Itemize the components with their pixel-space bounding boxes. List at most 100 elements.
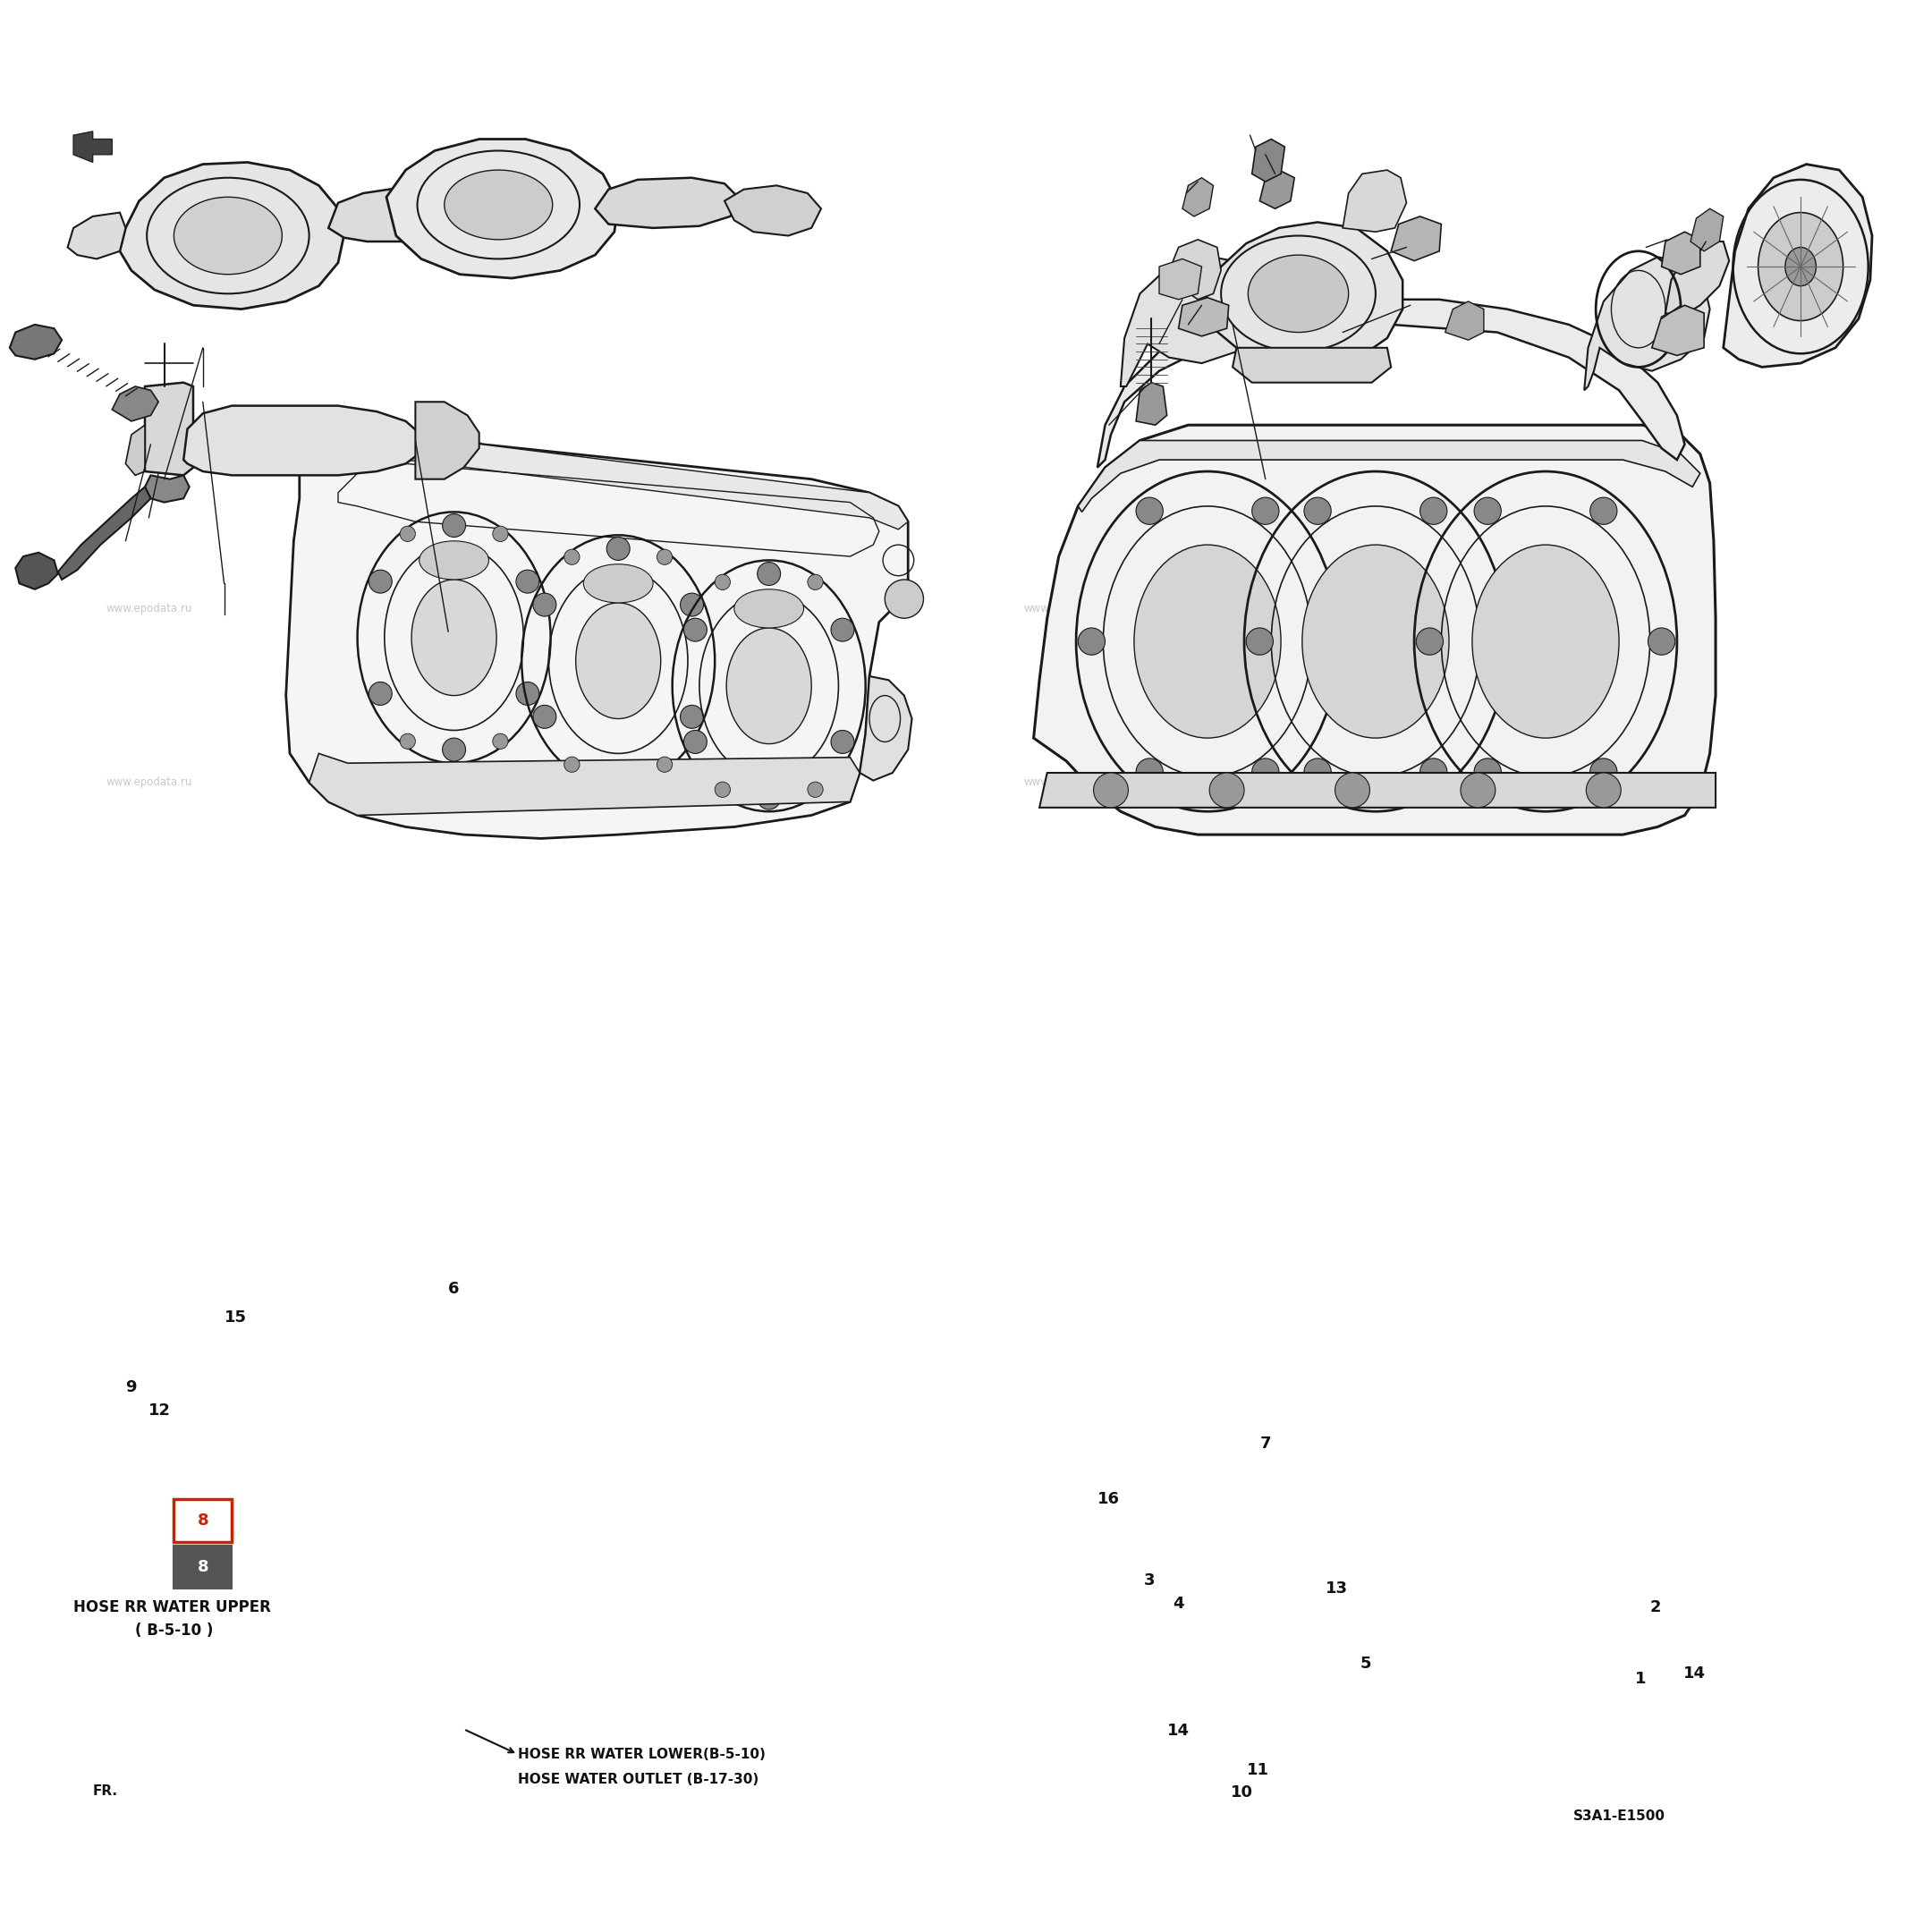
Text: 2: 2 [1650,1600,1662,1615]
Circle shape [564,549,580,564]
Text: 14: 14 [1683,1665,1706,1681]
Polygon shape [860,676,912,781]
Text: 4: 4 [1173,1596,1184,1611]
Text: 12: 12 [149,1403,172,1418]
Circle shape [680,593,703,616]
Text: ( B-5-10 ): ( B-5-10 ) [135,1623,213,1638]
Polygon shape [73,131,112,162]
Text: HOSE WATER OUTLET (B-17-30): HOSE WATER OUTLET (B-17-30) [518,1774,759,1785]
Circle shape [831,730,854,753]
Text: 13: 13 [1325,1580,1349,1596]
Circle shape [1094,773,1128,808]
Circle shape [1246,628,1273,655]
Circle shape [715,574,730,589]
Circle shape [516,570,539,593]
Circle shape [1420,497,1447,524]
Circle shape [1420,759,1447,786]
Text: FR.: FR. [93,1785,118,1797]
Ellipse shape [1758,213,1843,321]
Circle shape [885,580,923,618]
Circle shape [400,526,415,541]
Text: 14: 14 [1167,1723,1190,1739]
Circle shape [1590,759,1617,786]
Ellipse shape [174,197,282,274]
Ellipse shape [734,589,804,628]
Polygon shape [1034,425,1716,835]
Ellipse shape [412,580,497,696]
Polygon shape [328,184,551,242]
Polygon shape [15,553,58,589]
Circle shape [1304,759,1331,786]
Polygon shape [58,487,151,580]
Polygon shape [286,429,908,838]
Circle shape [757,562,781,585]
Text: 3: 3 [1144,1573,1155,1588]
Polygon shape [724,185,821,236]
Polygon shape [1723,164,1872,367]
Circle shape [1590,497,1617,524]
Circle shape [757,786,781,810]
Polygon shape [184,406,421,475]
Polygon shape [68,213,126,259]
Circle shape [684,618,707,641]
Polygon shape [1233,348,1391,383]
Text: HOSE RR WATER LOWER(B-5-10): HOSE RR WATER LOWER(B-5-10) [518,1748,765,1760]
Polygon shape [10,325,62,359]
Circle shape [369,570,392,593]
Circle shape [1586,773,1621,808]
Polygon shape [1136,383,1167,425]
Polygon shape [1690,209,1723,251]
Text: www.epodata.ru: www.epodata.ru [1024,777,1111,788]
Polygon shape [145,383,193,475]
Text: 9: 9 [126,1379,137,1395]
Text: HOSE RR WATER UPPER: HOSE RR WATER UPPER [73,1600,270,1615]
Circle shape [1209,773,1244,808]
Circle shape [1136,497,1163,524]
Text: www.epodata.ru: www.epodata.ru [106,777,193,788]
Polygon shape [145,475,189,502]
Polygon shape [1159,259,1202,299]
Polygon shape [126,425,145,475]
Text: www.epodata.ru: www.epodata.ru [512,777,599,788]
Circle shape [1648,628,1675,655]
Text: 16: 16 [1097,1492,1121,1507]
Ellipse shape [726,628,811,744]
Circle shape [1310,628,1337,655]
Text: www.epodata.ru: www.epodata.ru [106,603,193,614]
Text: www.epodata.ru: www.epodata.ru [1024,603,1111,614]
Ellipse shape [1302,545,1449,738]
Polygon shape [1078,440,1700,512]
Circle shape [1474,759,1501,786]
Polygon shape [1182,178,1213,216]
Circle shape [369,682,392,705]
Text: 7: 7 [1260,1435,1271,1451]
Circle shape [493,734,508,750]
Circle shape [684,730,707,753]
Circle shape [564,757,580,773]
Text: 8: 8 [197,1513,209,1528]
Polygon shape [1391,216,1441,261]
Polygon shape [1039,773,1716,808]
Polygon shape [415,402,479,479]
Circle shape [533,705,556,728]
Text: www.epo: www.epo [1526,603,1575,614]
Bar [174,1499,232,1542]
Circle shape [1304,497,1331,524]
Text: S3A1-E1500: S3A1-E1500 [1573,1810,1665,1822]
Ellipse shape [419,541,489,580]
Polygon shape [1121,255,1265,386]
Polygon shape [595,178,738,228]
Circle shape [1136,759,1163,786]
Ellipse shape [576,603,661,719]
Polygon shape [112,386,158,421]
Ellipse shape [1785,247,1816,286]
Circle shape [1252,759,1279,786]
Circle shape [808,574,823,589]
Circle shape [1335,773,1370,808]
Polygon shape [1665,242,1729,317]
Ellipse shape [583,564,653,603]
Polygon shape [1179,298,1229,336]
Ellipse shape [1134,545,1281,738]
Polygon shape [1171,240,1221,299]
Circle shape [442,514,466,537]
